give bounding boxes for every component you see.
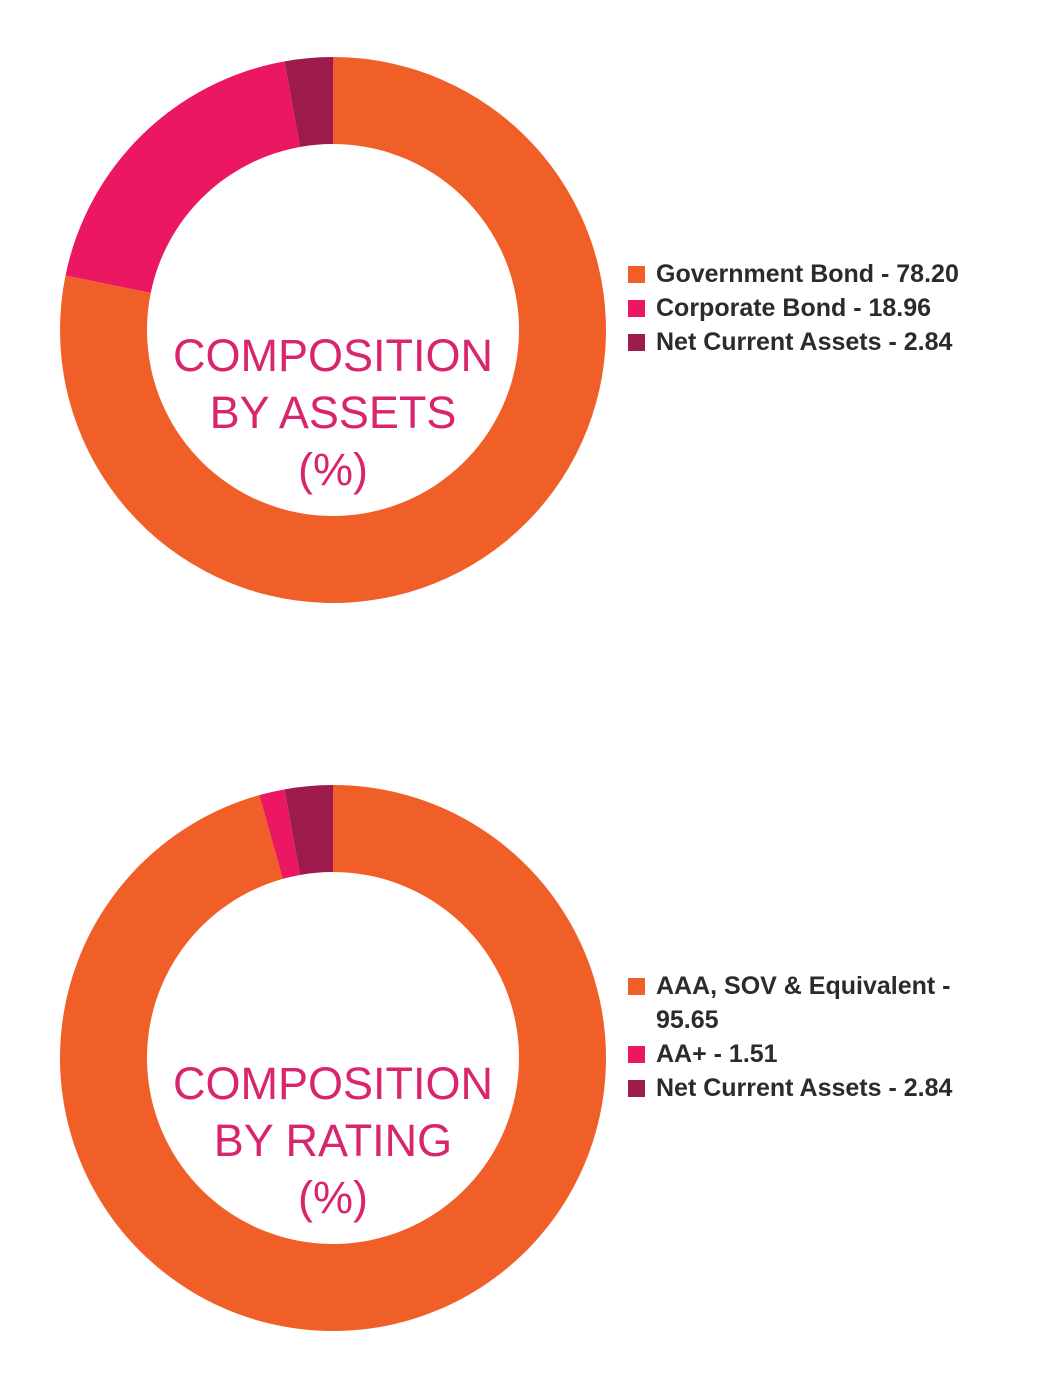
rating-donut-svg xyxy=(60,785,607,1331)
donut-slice-net-current-assets xyxy=(284,57,333,147)
rating-title-line-3: (%) xyxy=(298,1172,368,1223)
legend-label-corporate-bond: Corporate Bond - 18.96 xyxy=(656,294,932,322)
donut-slice-aaa-sov-equivalent xyxy=(60,785,607,1331)
rating-donut-chart: COMPOSITION BY RATING (%) AAA, SOV & Equ… xyxy=(0,758,1053,1358)
legend-swatch-aa-plus xyxy=(628,1046,645,1063)
legend-label-rating-net-current-assets: Net Current Assets - 2.84 xyxy=(656,1074,953,1102)
legend-swatch-net-current-assets xyxy=(628,334,645,351)
assets-chart-title: COMPOSITION BY ASSETS (%) xyxy=(133,327,533,498)
legend-label-government-bond: Government Bond - 78.20 xyxy=(656,260,959,288)
legend-label-aaa-sov: AAA, SOV & Equivalent - xyxy=(656,972,951,1000)
assets-title-line-1: COMPOSITION xyxy=(172,330,493,381)
assets-title-line-3: (%) xyxy=(298,444,368,495)
rating-legend: AAA, SOV & Equivalent - 95.65 AA+ - 1.51… xyxy=(628,969,1028,1105)
rating-title-line-2: BY RATING xyxy=(213,1115,453,1166)
legend-swatch-corporate-bond xyxy=(628,300,645,317)
legend-item-aa-plus: AA+ - 1.51 xyxy=(628,1037,1028,1071)
legend-item-aaa-sov: AAA, SOV & Equivalent - 95.65 xyxy=(628,969,1028,1037)
rating-title-line-1: COMPOSITION xyxy=(172,1058,493,1109)
legend-swatch-government-bond xyxy=(628,266,645,283)
legend-swatch-rating-net-current-assets xyxy=(628,1080,645,1097)
assets-donut-svg xyxy=(60,57,607,603)
assets-title-line-2: BY ASSETS xyxy=(209,387,457,438)
legend-label-aa-plus: AA+ - 1.51 xyxy=(656,1040,778,1068)
legend-item-government-bond: Government Bond - 78.20 xyxy=(628,257,1028,291)
donut-slice-aa xyxy=(259,789,300,879)
legend-label-net-current-assets: Net Current Assets - 2.84 xyxy=(656,328,953,356)
donut-slice-government-bond xyxy=(60,57,607,603)
donut-slice-corporate-bond xyxy=(65,61,300,293)
legend-item-corporate-bond: Corporate Bond - 18.96 xyxy=(628,291,1028,325)
legend-swatch-aaa-sov xyxy=(628,978,645,995)
assets-donut-chart: COMPOSITION BY ASSETS (%) Government Bon… xyxy=(0,30,1053,630)
legend-item-rating-net-current-assets: Net Current Assets - 2.84 xyxy=(628,1071,1028,1105)
rating-chart-title: COMPOSITION BY RATING (%) xyxy=(133,1055,533,1226)
legend-item-net-current-assets: Net Current Assets - 2.84 xyxy=(628,325,1028,359)
assets-legend: Government Bond - 78.20 Corporate Bond -… xyxy=(628,257,1028,359)
legend-label-aaa-sov-value: 95.65 xyxy=(656,1006,719,1034)
donut-slice-net-current-assets xyxy=(284,785,333,875)
